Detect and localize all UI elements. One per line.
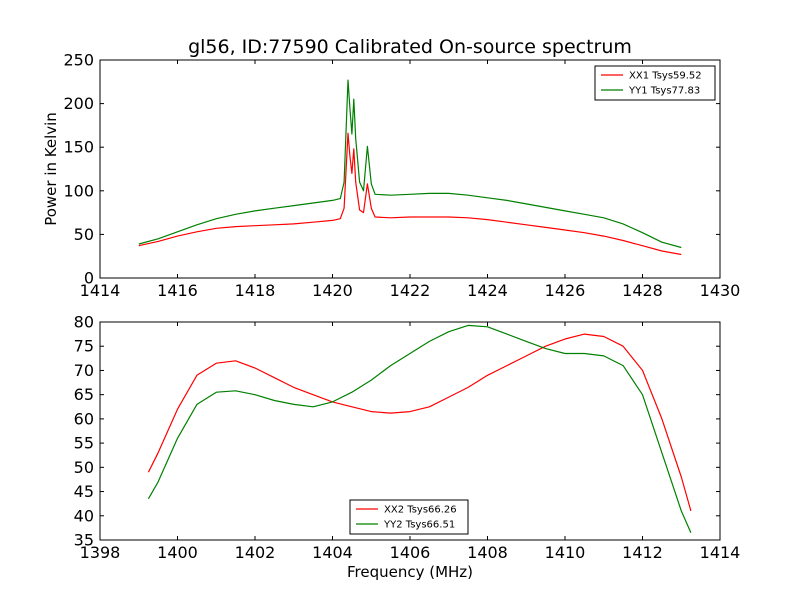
- y-tick-label: 60: [74, 409, 94, 428]
- legend-entry-label: XX2 Tsys66.26: [384, 505, 457, 516]
- legend-entry-label: YY2 Tsys66.51: [383, 520, 455, 531]
- bottom-x-axis-label: Frequency (MHz): [347, 563, 473, 581]
- y-tick-label: 250: [63, 51, 94, 70]
- legend-entry-label: YY1 Tsys77.83: [628, 86, 700, 97]
- y-tick-label: 200: [63, 94, 94, 113]
- x-tick-label: 1422: [390, 281, 431, 300]
- top-y-axis-label: Power in Kelvin: [42, 112, 60, 226]
- legend-box: [349, 499, 469, 535]
- top-panel: 1414 1416 1418 1420 1422 1424 1426 1428 1430 0 50 1…: [63, 51, 740, 301]
- legend-entry-label: XX1 Tsys59.52: [629, 71, 702, 82]
- x-tick-label: 1410: [545, 543, 586, 562]
- x-tick-label: 1428: [622, 281, 663, 300]
- x-tick-label: 1414: [80, 281, 121, 300]
- series-line-1-1: [138, 132, 682, 256]
- y-tick-label: 55: [74, 434, 94, 453]
- legend-box: [594, 65, 716, 101]
- y-tick-label: 50: [74, 458, 94, 477]
- bottom-panel: 1398 1400 1402 1404 1406 1408 1410 1412 1414 35 40…: [74, 313, 741, 563]
- series-line-2-1: [147, 333, 692, 512]
- y-tick-label: 45: [74, 482, 94, 501]
- x-tick-label: 1424: [467, 281, 508, 300]
- legend: XX1 Tsys59.52 YY1 Tsys77.83: [594, 65, 716, 101]
- y-tick-label: 100: [63, 181, 94, 200]
- x-tick-label: 1404: [312, 543, 353, 562]
- x-tick-label: 1402: [235, 543, 276, 562]
- y-tick-label: 150: [63, 138, 94, 157]
- series-line-2-2: [147, 324, 692, 533]
- y-tick-label: 50: [74, 225, 94, 244]
- x-tick-label: 1400: [157, 543, 198, 562]
- y-tick-label: 40: [74, 506, 94, 525]
- y-tick-label: 65: [74, 385, 94, 404]
- x-tick-label: 1412: [622, 543, 663, 562]
- x-tick-label: 1414: [700, 543, 741, 562]
- x-tick-label: 1430: [700, 281, 741, 300]
- y-tick-label: 80: [74, 313, 94, 332]
- y-tick-label: 70: [74, 361, 94, 380]
- x-tick-label: 1408: [467, 543, 508, 562]
- x-tick-label: 1418: [235, 281, 276, 300]
- y-tick-label: 0: [84, 269, 94, 288]
- x-tick-label: 1420: [312, 281, 353, 300]
- x-tick-label: 1398: [80, 543, 121, 562]
- x-tick-label: 1426: [545, 281, 586, 300]
- x-tick-label: 1416: [157, 281, 198, 300]
- chart-title: gl56, ID:77590 Calibrated On-source spec…: [188, 36, 632, 58]
- series-line-1-2: [138, 79, 682, 249]
- legend: XX2 Tsys66.26 YY2 Tsys66.51: [349, 499, 469, 535]
- y-tick-label: 75: [74, 337, 94, 356]
- x-tick-label: 1406: [390, 543, 431, 562]
- y-tick-label: 35: [74, 531, 94, 550]
